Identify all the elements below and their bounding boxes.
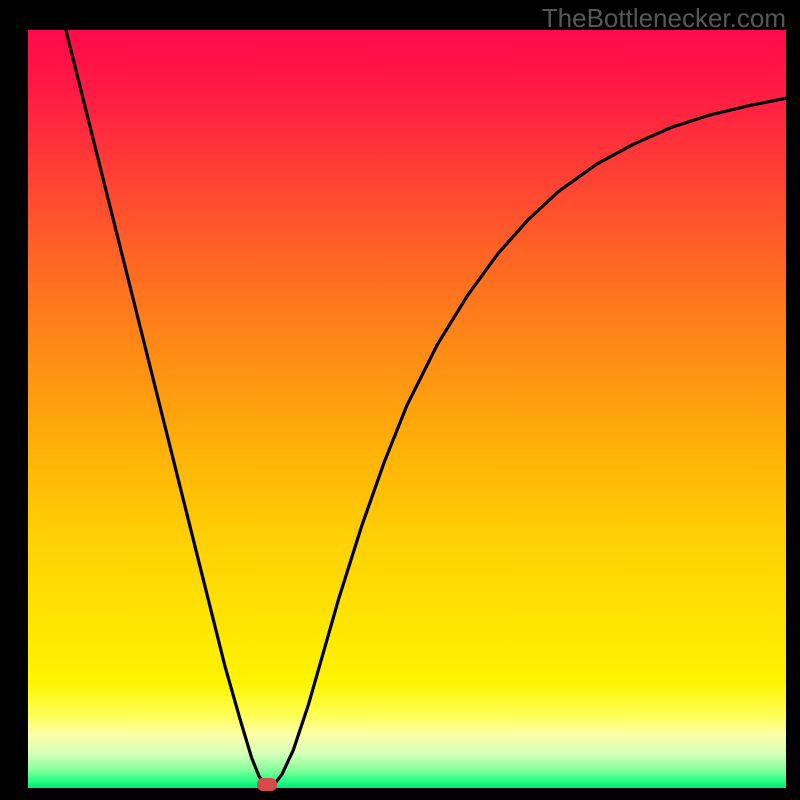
bottleneck-curve: [28, 30, 786, 788]
plot-area: [28, 30, 786, 788]
minimum-marker: [257, 778, 277, 791]
chart-frame: TheBottlenecker.com: [0, 0, 800, 800]
